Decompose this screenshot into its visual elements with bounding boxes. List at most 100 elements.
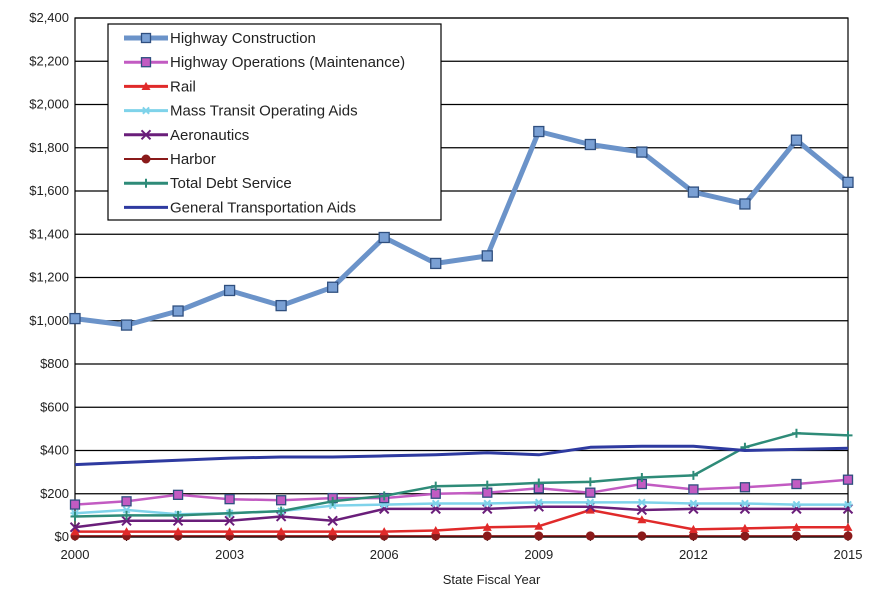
y-tick-label: $2,200	[29, 53, 69, 68]
data-point-rail	[637, 515, 647, 524]
data-point-harbor	[534, 531, 544, 541]
series-line-rail	[75, 508, 848, 533]
data-point-rail	[585, 505, 595, 514]
y-axis-ticks: $0 $200 $400 $600 $800 $1,000 $1,200 $1,400 $1,6…	[29, 10, 69, 544]
legend-item-mass-transit-operating-aids: Mass Transit Operating Aids	[124, 103, 358, 120]
data-point-harbor	[791, 531, 801, 541]
legend-swatch-marker	[140, 129, 152, 141]
y-tick-label: $1,200	[29, 270, 69, 285]
legend-label: Highway Construction	[170, 30, 316, 47]
data-point-total-debt-service	[276, 506, 286, 516]
x-tick-label: 2012	[679, 547, 708, 562]
data-point-harbor	[585, 531, 595, 541]
legend-label: Aeronautics	[170, 127, 249, 144]
data-point-aeronautics	[172, 515, 184, 526]
x-tick-label: 2006	[370, 547, 399, 562]
series-general-transportation-aids	[74, 444, 849, 467]
legend-swatch-marker	[140, 32, 152, 44]
data-point-highway-construction	[430, 257, 442, 270]
x-axis-ticks: 2000 2003 2006 2009 2012 2015	[61, 537, 862, 562]
legend-label: Total Debt Service	[170, 175, 292, 192]
data-point-rail	[534, 521, 544, 530]
data-point-highway-operations-maintenance	[585, 487, 596, 498]
data-point-rail	[328, 527, 338, 536]
data-point-mass-transit-operating-aids	[122, 506, 132, 514]
legend-item-aeronautics: Aeronautics	[124, 127, 249, 144]
data-point-highway-operations-maintenance	[172, 489, 184, 500]
series-line-total-debt-service	[74, 431, 849, 518]
data-point-total-debt-service	[534, 478, 544, 488]
legend-swatch-marker	[140, 57, 152, 68]
plot-border	[74, 17, 849, 538]
data-point-total-debt-service	[431, 481, 441, 491]
data-point-harbor	[740, 531, 750, 541]
data-point-total-debt-service	[637, 473, 647, 483]
plot-frame	[74, 17, 849, 538]
data-point-aeronautics	[533, 501, 545, 512]
data-point-mass-transit-operating-aids	[791, 500, 801, 509]
data-point-harbor	[637, 531, 647, 541]
data-point-aeronautics	[842, 503, 854, 515]
y-tick-label: $2,400	[29, 10, 69, 25]
data-point-rail	[688, 524, 698, 534]
data-point-total-debt-service	[379, 491, 389, 501]
data-point-total-debt-service	[225, 508, 235, 518]
y-tick-label: $0	[55, 529, 69, 544]
data-point-highway-operations-maintenance	[121, 496, 132, 507]
data-point-mass-transit-operating-aids	[431, 499, 441, 508]
series-line-general-transportation-aids	[74, 444, 849, 467]
legend-label: Highway Operations (Maintenance)	[170, 54, 405, 71]
data-point-aeronautics	[327, 515, 338, 526]
y-tick-label: $600	[40, 399, 69, 414]
data-point-rail	[482, 522, 492, 531]
y-tick-label: $1,400	[29, 226, 69, 241]
data-point-highway-operations-maintenance	[688, 484, 699, 495]
data-point-rail	[173, 527, 183, 536]
data-point-rail	[431, 526, 441, 535]
legend-item-general-transportation-aids: General Transportation Aids	[124, 199, 356, 216]
data-point-aeronautics	[791, 503, 802, 515]
data-point-total-debt-service	[791, 428, 801, 438]
data-point-mass-transit-operating-aids	[637, 498, 647, 507]
y-tick-label: $1,800	[29, 140, 69, 155]
series-rail	[70, 505, 853, 536]
legend-swatch-marker	[141, 154, 151, 164]
data-point-highway-construction	[481, 250, 493, 262]
data-point-total-debt-service	[328, 496, 338, 506]
data-point-mass-transit-operating-aids	[585, 498, 595, 507]
data-point-aeronautics	[69, 522, 81, 533]
data-point-rail	[70, 527, 80, 536]
data-point-harbor	[482, 531, 492, 541]
data-point-highway-construction	[790, 134, 803, 146]
legend: Highway Construction Highway Operations (…	[107, 23, 442, 221]
x-tick-label: 2009	[524, 547, 553, 562]
data-point-rail	[225, 527, 235, 536]
data-point-highway-construction	[327, 281, 339, 293]
legend-box	[107, 23, 442, 221]
legend-swatch-marker	[141, 106, 151, 115]
data-point-highway-operations-maintenance	[791, 478, 802, 490]
legend-item-rail: Rail	[124, 78, 196, 95]
data-point-rail	[843, 522, 853, 531]
legend-label: Harbor	[170, 151, 216, 168]
legend-item-total-debt-service: Total Debt Service	[124, 175, 292, 192]
series-total-debt-service	[70, 428, 853, 521]
y-tick-label: $200	[40, 486, 69, 501]
legend-swatch-marker	[141, 178, 151, 188]
data-point-highway-operations-maintenance	[275, 495, 287, 506]
data-point-total-debt-service	[482, 480, 492, 490]
y-tick-label: $1,000	[29, 313, 69, 328]
data-point-highway-operations-maintenance	[842, 474, 854, 485]
data-point-aeronautics	[121, 515, 132, 526]
data-point-highway-construction	[533, 125, 545, 138]
data-point-highway-operations-maintenance	[739, 482, 751, 493]
data-point-mass-transit-operating-aids	[534, 498, 544, 507]
data-point-highway-construction	[584, 138, 596, 151]
legend-label: General Transportation Aids	[170, 199, 356, 216]
series-line-aeronautics	[74, 505, 848, 529]
data-point-mass-transit-operating-aids	[688, 499, 698, 508]
x-tick-label: 2000	[61, 547, 90, 562]
data-point-rail	[379, 527, 389, 536]
data-point-highway-construction	[687, 186, 700, 198]
